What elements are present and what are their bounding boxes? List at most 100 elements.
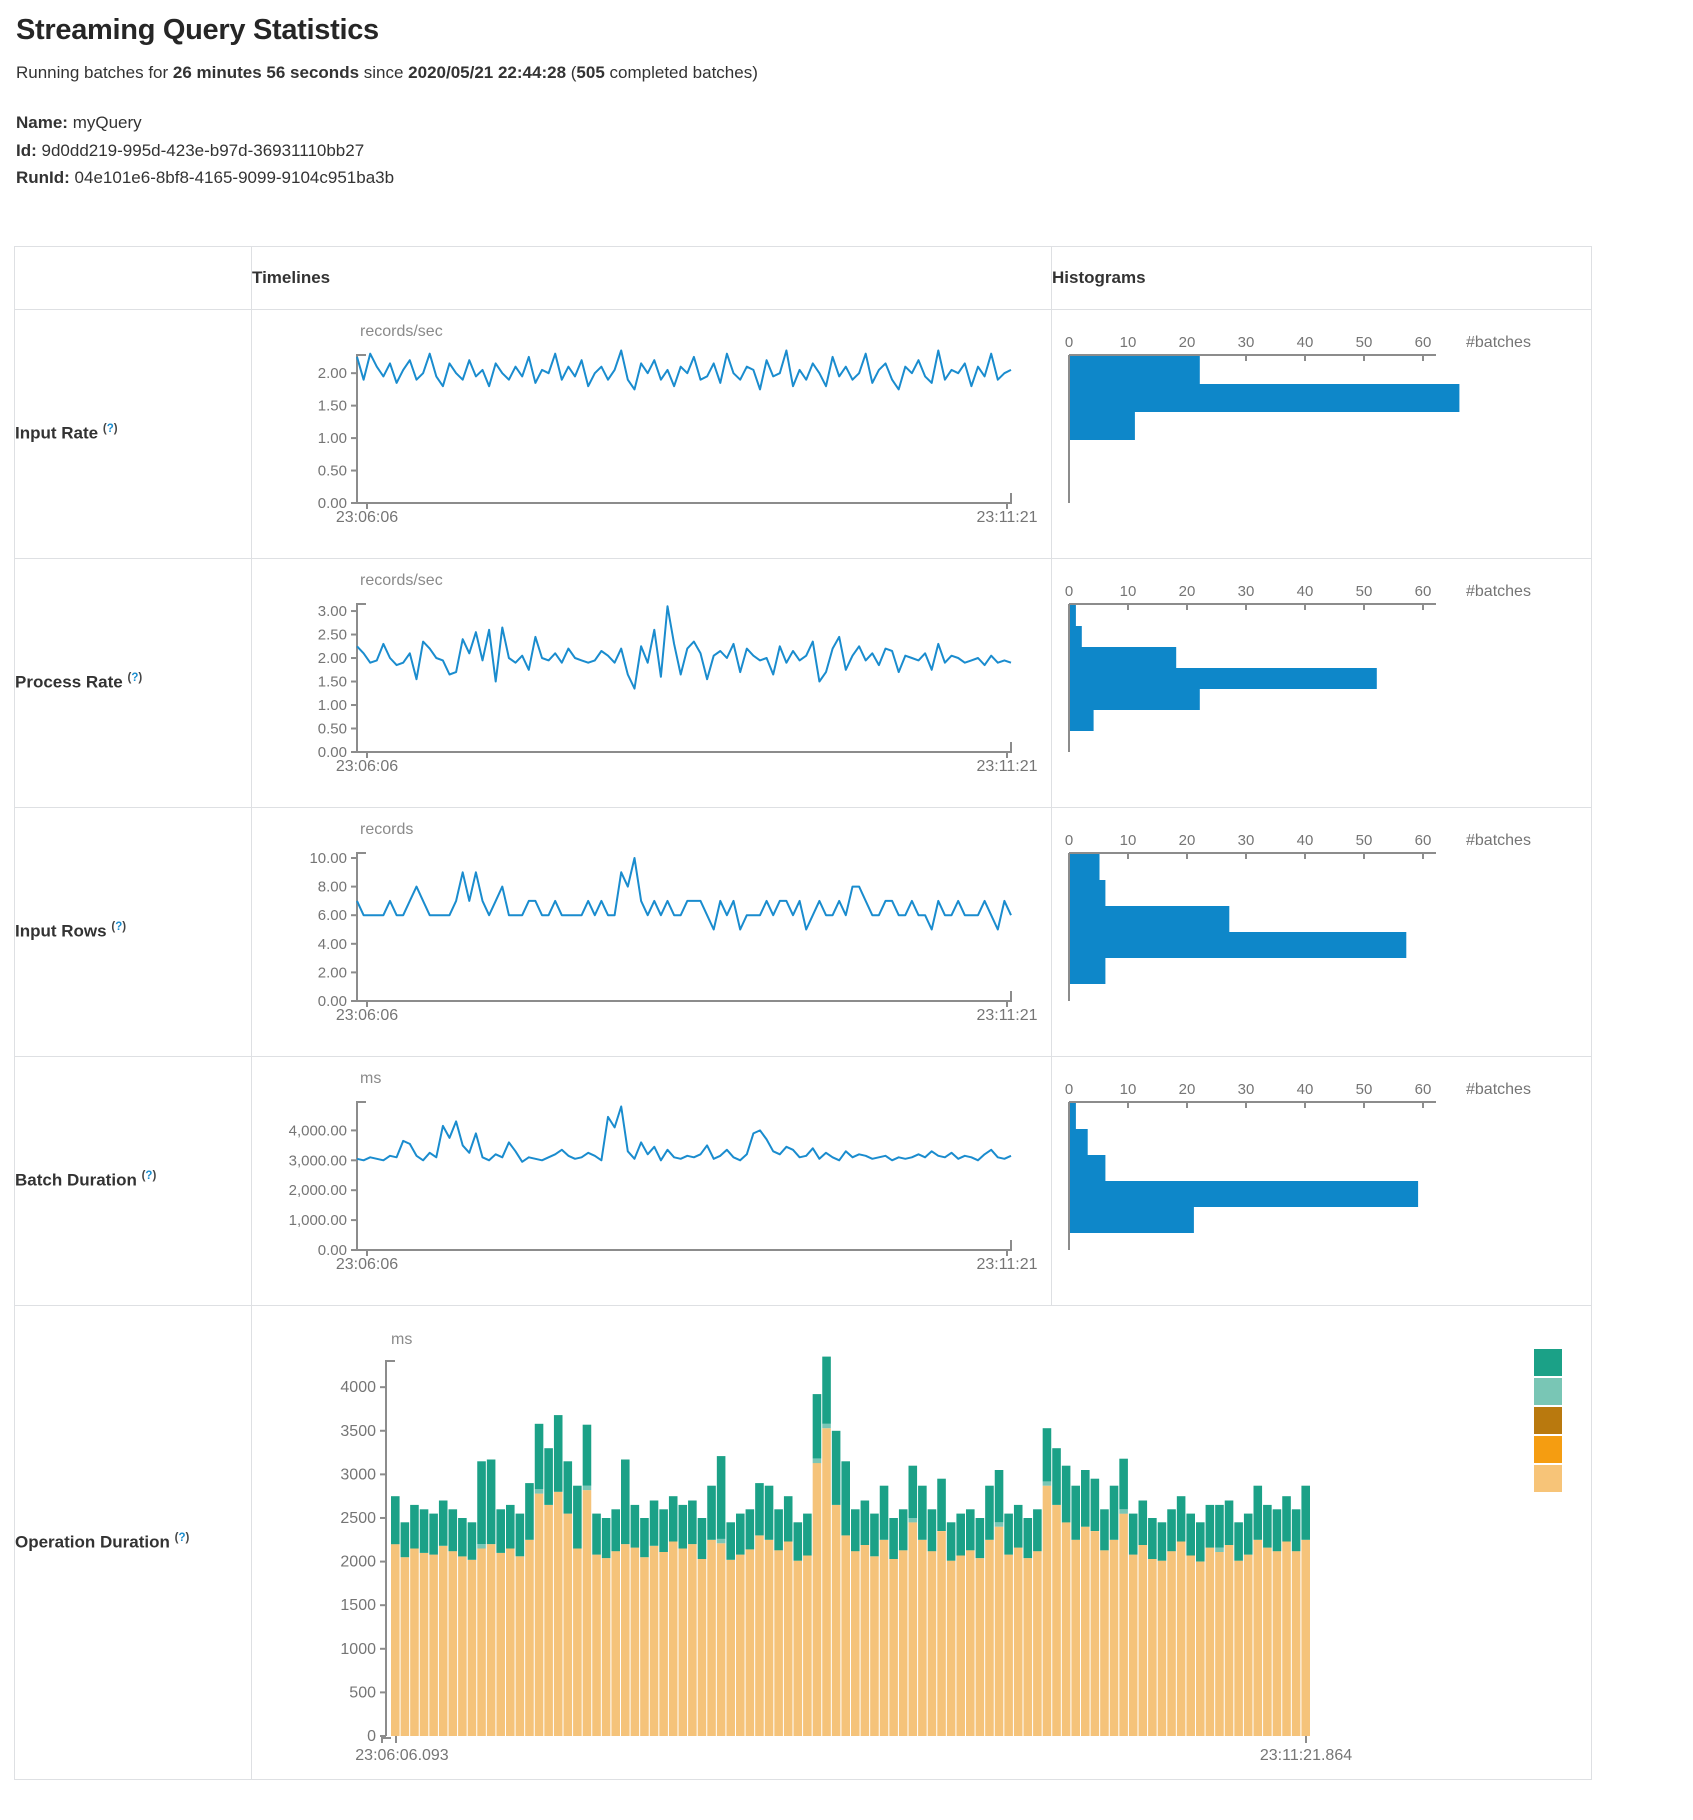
stacked-bar-segment-top: [755, 1482, 764, 1535]
stacked-bar-segment-sliver: [716, 1538, 726, 1543]
x-tick-label: 60: [1415, 334, 1432, 351]
stacked-bar-segment-top: [1081, 1469, 1090, 1527]
stacked-bar-segment-base: [975, 1557, 985, 1736]
x-tick-label: 30: [1238, 1081, 1255, 1098]
stacked-bar-segment-base: [1234, 1560, 1243, 1736]
timeline-axis: [356, 851, 1012, 1002]
stacked-bar-segment-top: [688, 1500, 697, 1544]
stacked-bar-segment-base: [1224, 1544, 1234, 1736]
stacked-bar-segment-base: [764, 1539, 774, 1736]
legend-swatch: [1534, 1435, 1562, 1463]
x-tick-label: 0: [1065, 1081, 1073, 1098]
stacked-bar-segment-base: [515, 1555, 525, 1736]
stacked-bar-segment-top: [419, 1508, 429, 1553]
stacked-bar-segment-base: [870, 1555, 879, 1736]
x-tick-label: 40: [1297, 1081, 1314, 1098]
stacked-bar-segment-top: [1167, 1508, 1176, 1551]
stacked-bar-segment-base: [707, 1539, 716, 1736]
stacked-bar-segment-top: [1243, 1513, 1253, 1555]
help-icon[interactable]: (?): [102, 423, 118, 436]
stacked-bar-segment-base: [621, 1543, 630, 1736]
stacked-bar-segment-base: [1023, 1557, 1033, 1736]
y-tick-label: 8.00: [318, 878, 347, 895]
stacked-bar-segment-top: [1272, 1508, 1282, 1551]
stacked-bar-segment-base: [841, 1534, 850, 1736]
completed-batches-count: 505: [576, 63, 605, 82]
histogram-bar: [1070, 688, 1200, 710]
query-id-line: Id: 9d0dd219-995d-423e-b97d-36931110bb27: [16, 140, 365, 160]
x-start-label: 23:06:06: [336, 509, 398, 526]
x-end-label: 23:11:21: [976, 509, 1037, 526]
help-icon[interactable]: (?): [127, 672, 143, 685]
header-histograms: Histograms: [1051, 245, 1592, 310]
stacked-bar-segment-base: [831, 1504, 841, 1736]
y-tick-label: 0.50: [318, 462, 347, 479]
stacked-bar-segment-top: [736, 1513, 745, 1555]
y-tick-label: 2500: [340, 1509, 376, 1526]
y-tick-label: 1.00: [318, 697, 347, 714]
y-tick-label: 3,000.00: [289, 1152, 347, 1169]
stacked-bar-segment-top: [975, 1517, 985, 1558]
stacked-bar-segment-top: [860, 1500, 870, 1545]
stacked-bar-segment-top: [496, 1508, 505, 1553]
stacked-bar-segment-base: [908, 1521, 918, 1736]
stacked-bar-segment-top: [544, 1447, 553, 1505]
stacked-bar-segment-base: [812, 1462, 822, 1736]
stacked-bar-segment-top: [410, 1504, 419, 1548]
stacked-bar-segment-base: [534, 1493, 544, 1736]
row-label-input-rows: Input Rows: [15, 921, 107, 941]
help-icon[interactable]: (?): [111, 921, 127, 934]
x-tick-label: 10: [1120, 1081, 1137, 1098]
stacked-bar-segment-top: [1138, 1500, 1148, 1545]
stacked-bar-segment-top: [678, 1504, 688, 1548]
help-icon[interactable]: (?): [141, 1170, 157, 1183]
stacked-bar-segment-base: [994, 1526, 1004, 1736]
histogram-bar: [1070, 709, 1094, 731]
stacked-bar-segment-top: [429, 1513, 438, 1555]
x-start-label: 23:06:06: [336, 758, 398, 775]
x-tick-label: 50: [1356, 583, 1373, 600]
y-tick-label: 1.00: [318, 430, 347, 447]
statistics-table: Timelines Histograms Input Rate (?) reco…: [14, 245, 1592, 1780]
table-row: Input Rate (?) records/sec 2.00 1.50 1.00 0.…: [14, 308, 1592, 559]
x-start-label: 23:06:06.093: [355, 1747, 449, 1764]
stacked-bar-segment-base: [1013, 1547, 1023, 1736]
stacked-bar-segment-base: [458, 1555, 467, 1736]
header-empty-cell: [14, 245, 252, 310]
stacked-bar-segment-base: [889, 1558, 898, 1736]
histogram-bar: [1070, 625, 1082, 647]
stacked-bar-segment-base: [822, 1427, 831, 1736]
stacked-bar-segment-base: [1004, 1554, 1013, 1736]
x-axis-bracket: [381, 1736, 391, 1743]
unit-label: records/sec: [360, 323, 443, 340]
stacked-bar-segment-top: [601, 1517, 611, 1558]
timeline-axis: [356, 602, 1012, 753]
stacked-bar-segment-top: [1301, 1485, 1310, 1540]
help-icon[interactable]: (?): [174, 1531, 190, 1544]
histogram-bar: [1070, 931, 1407, 958]
batch-duration-histogram-chart: 0 10 20 30 40 50 60 #batches: [1065, 1081, 1531, 1250]
stacked-bar-segment-base: [1052, 1504, 1061, 1736]
stacked-bar-segment-base: [1186, 1555, 1195, 1736]
x-tick-label: 30: [1238, 832, 1255, 849]
stacked-bar-segment-base: [697, 1558, 707, 1736]
stacked-bar-segment-base: [1042, 1485, 1052, 1736]
stacked-bar-segment-top: [649, 1500, 659, 1546]
stacked-bar-segment-base: [1176, 1541, 1186, 1736]
stacked-bar-segment-base: [448, 1550, 458, 1736]
stacked-bar-segment-top: [1186, 1513, 1195, 1555]
stacked-bar-segment-base: [1205, 1547, 1215, 1736]
x-tick-label: 60: [1415, 832, 1432, 849]
table-row: Operation Duration (?) ms 4000 3500 3000 250…: [14, 1304, 1592, 1780]
stacked-bar-segment-base: [391, 1543, 400, 1736]
input-rows-histogram-chart: 0 10 20 30 40 50 60 #batches: [1065, 832, 1531, 1001]
stacked-bar-segment-base: [1272, 1550, 1282, 1736]
stacked-bar-segment-base: [879, 1539, 889, 1736]
stacked-bar-segment-base: [678, 1548, 688, 1736]
stacked-bar-segment-top: [515, 1513, 525, 1556]
x-tick-label: 10: [1120, 832, 1137, 849]
x-tick-label: 30: [1238, 334, 1255, 351]
stacked-bar-segment-base: [736, 1554, 745, 1736]
stacked-bar-segment-top: [1224, 1500, 1234, 1545]
x-tick-label: 10: [1120, 583, 1137, 600]
